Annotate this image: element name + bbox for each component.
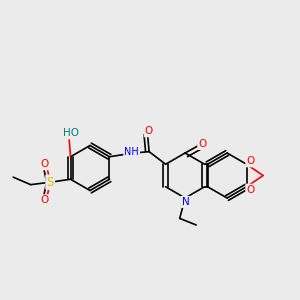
Text: HO: HO — [62, 128, 79, 138]
Text: N: N — [182, 197, 189, 207]
Text: O: O — [246, 185, 255, 195]
Text: O: O — [40, 195, 49, 205]
Text: O: O — [145, 126, 153, 136]
Text: O: O — [198, 139, 207, 149]
Text: S: S — [46, 176, 54, 189]
Text: NH: NH — [124, 147, 139, 157]
Text: O: O — [40, 159, 49, 169]
Text: O: O — [246, 156, 255, 166]
